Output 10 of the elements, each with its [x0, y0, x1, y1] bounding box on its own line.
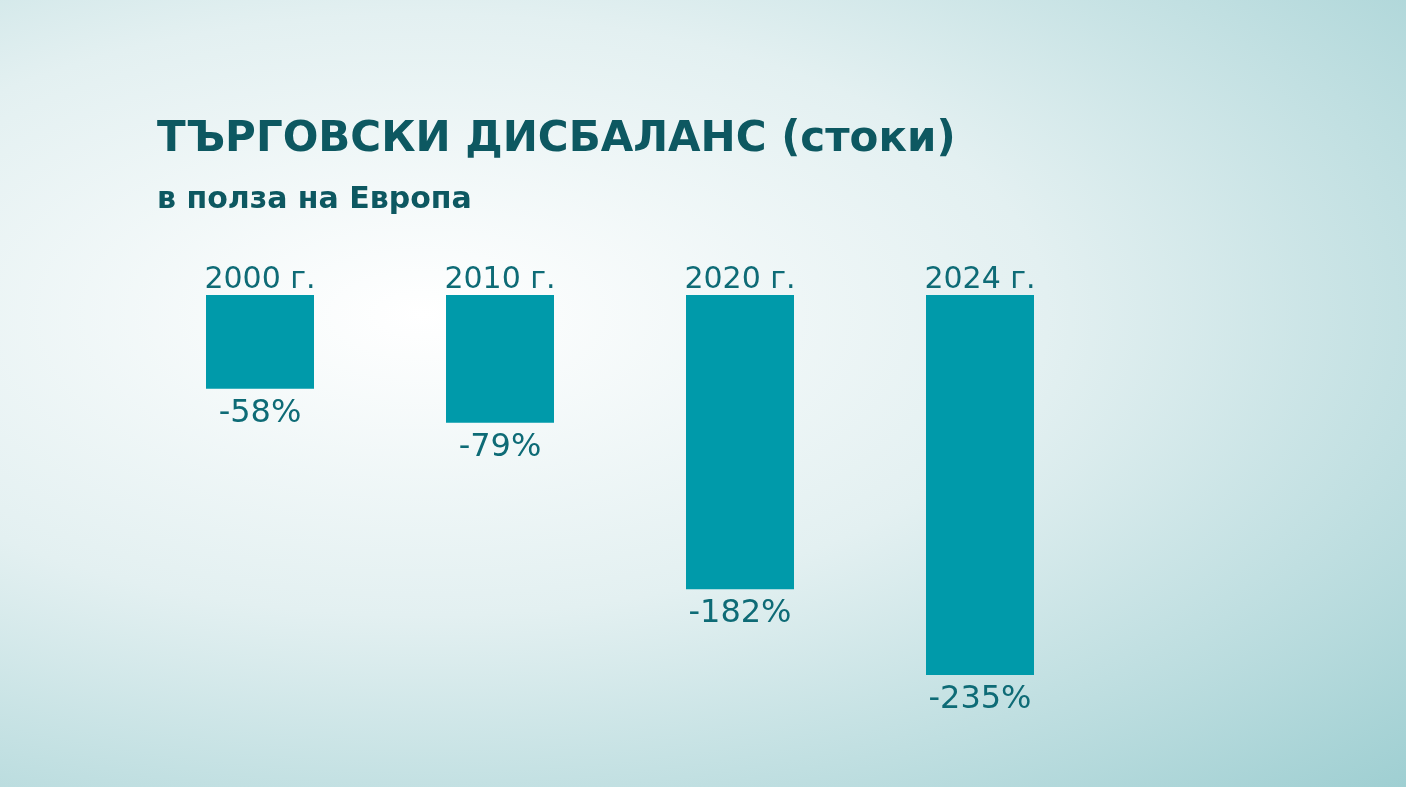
data-label: -79%	[458, 425, 542, 464]
data-label: -235%	[928, 678, 1032, 716]
chart-title: ТЪРГОВСКИ ДИСБАЛАНС (стоки)	[157, 112, 956, 161]
data-label: -182%	[688, 592, 792, 631]
x-tick-label: 2024 г.	[924, 260, 1036, 295]
x-tick-label: 2000 г.	[204, 260, 316, 295]
x-tick-label: 2020 г.	[684, 260, 796, 295]
data-label: -58%	[218, 391, 302, 430]
x-tick-label: 2010 г.	[444, 260, 556, 295]
chart-subtitle: в полза на Европа	[157, 180, 472, 215]
